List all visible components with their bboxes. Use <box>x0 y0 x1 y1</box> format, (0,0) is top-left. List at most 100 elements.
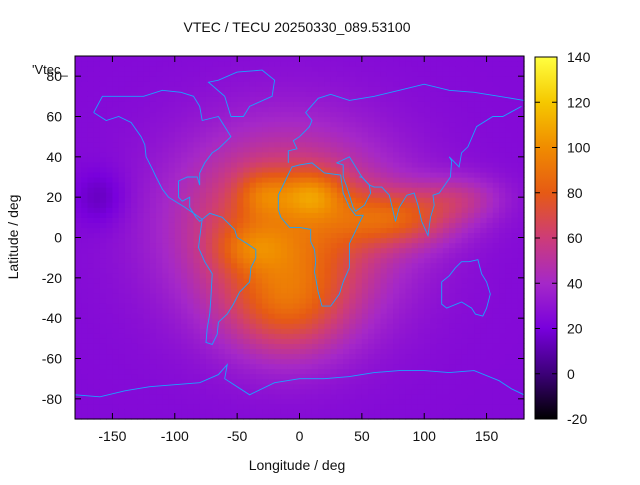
heatmap-cell <box>224 287 232 294</box>
heatmap-cell <box>118 272 126 279</box>
heatmap-cell <box>399 96 407 102</box>
heatmap-cell <box>336 187 344 193</box>
heatmap-cell <box>249 61 257 67</box>
heatmap-cell <box>199 76 207 82</box>
heatmap-cell <box>287 212 294 218</box>
heatmap-cell <box>386 91 394 97</box>
heatmap-cell <box>112 126 120 133</box>
heatmap-cell <box>355 303 363 309</box>
heatmap-cell <box>205 282 213 289</box>
heatmap-cell <box>199 368 207 375</box>
heatmap-cell <box>81 106 89 113</box>
heatmap-cell <box>461 277 469 284</box>
heatmap-cell <box>287 146 294 153</box>
heatmap-cell <box>75 227 82 234</box>
heatmap-cell <box>449 81 457 87</box>
heatmap-cell <box>318 227 326 234</box>
heatmap-cell <box>75 76 82 82</box>
heatmap-cell <box>218 318 226 324</box>
heatmap-cell <box>174 368 182 375</box>
heatmap-cell <box>218 111 226 118</box>
heatmap-cell <box>374 76 382 82</box>
heatmap-cell <box>149 408 157 415</box>
heatmap-cell <box>436 96 444 102</box>
heatmap-cell <box>474 207 481 213</box>
heatmap-cell <box>168 277 176 284</box>
heatmap-cell <box>118 308 126 314</box>
heatmap-cell <box>81 212 89 218</box>
heatmap-cell <box>205 101 213 108</box>
heatmap-cell <box>374 242 382 249</box>
heatmap-cell <box>193 413 201 420</box>
heatmap-cell <box>318 318 326 324</box>
heatmap-cell <box>255 368 263 375</box>
heatmap-cell <box>474 252 481 259</box>
heatmap-cell <box>492 136 500 143</box>
heatmap-cell <box>311 182 319 188</box>
heatmap-cell <box>305 232 313 239</box>
heatmap-cell <box>274 403 282 410</box>
heatmap-cell <box>224 333 232 339</box>
heatmap-cell <box>262 197 269 203</box>
heatmap-cell <box>243 136 251 143</box>
heatmap-cell <box>174 106 182 113</box>
heatmap-cell <box>449 212 457 218</box>
heatmap-cell <box>336 348 344 355</box>
heatmap-cell <box>424 222 432 229</box>
heatmap-cell <box>461 106 469 113</box>
heatmap-cell <box>212 61 220 67</box>
heatmap-cell <box>349 348 357 355</box>
heatmap-cell <box>75 187 82 193</box>
heatmap-cell <box>181 121 188 128</box>
heatmap-cell <box>305 368 313 375</box>
heatmap-cell <box>361 156 369 163</box>
heatmap-cell <box>174 197 182 203</box>
heatmap-cell <box>255 222 263 229</box>
heatmap-cell <box>143 136 151 143</box>
heatmap-cell <box>324 262 332 269</box>
heatmap-cell <box>305 237 313 244</box>
heatmap-cell <box>343 66 350 72</box>
heatmap-cell <box>262 232 269 239</box>
heatmap-cell <box>474 338 481 344</box>
heatmap-cell <box>87 131 95 138</box>
heatmap-cell <box>81 86 89 92</box>
heatmap-cell <box>118 61 126 67</box>
heatmap-cell <box>417 373 425 380</box>
heatmap-cell <box>330 106 338 113</box>
heatmap-cell <box>305 111 313 118</box>
heatmap-cell <box>243 166 251 173</box>
heatmap-cell <box>75 247 82 254</box>
heatmap-cell <box>212 388 220 395</box>
heatmap-cell <box>311 202 319 208</box>
heatmap-cell <box>181 141 188 148</box>
heatmap-cell <box>255 232 263 239</box>
heatmap-cell <box>205 338 213 344</box>
heatmap-cell <box>143 348 151 355</box>
heatmap-cell <box>143 141 151 148</box>
heatmap-cell <box>324 207 332 213</box>
heatmap-cell <box>449 116 457 123</box>
heatmap-cell <box>343 136 350 143</box>
heatmap-cell <box>224 106 232 113</box>
heatmap-cell <box>162 177 170 183</box>
heatmap-cell <box>336 353 344 360</box>
heatmap-cell <box>131 378 138 385</box>
heatmap-cell <box>162 192 170 198</box>
heatmap-cell <box>324 101 332 108</box>
heatmap-cell <box>218 272 226 279</box>
heatmap-cell <box>218 358 226 365</box>
heatmap-cell <box>255 363 263 370</box>
heatmap-cell <box>237 338 244 344</box>
heatmap-cell <box>168 398 176 405</box>
heatmap-cell <box>218 106 226 113</box>
heatmap-cell <box>343 303 350 309</box>
heatmap-cell <box>268 71 276 77</box>
heatmap-cell <box>393 388 400 395</box>
heatmap-cell <box>361 298 369 304</box>
heatmap-cell <box>461 217 469 223</box>
heatmap-cell <box>137 277 145 284</box>
heatmap-cell <box>467 292 475 299</box>
heatmap-cell <box>492 378 500 385</box>
heatmap-cell <box>455 353 463 360</box>
